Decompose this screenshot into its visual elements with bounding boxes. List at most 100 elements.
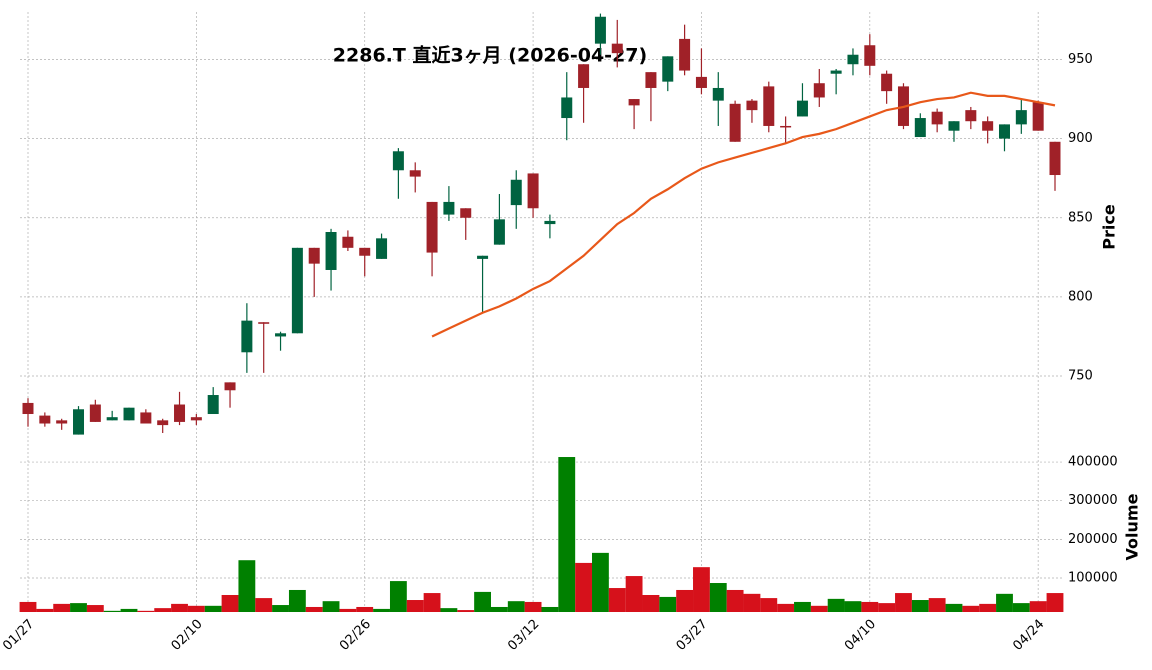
volume-bar [204, 605, 222, 612]
y-tick-label: 900 [1068, 131, 1093, 146]
volume-bar [36, 608, 54, 612]
candle-body [864, 45, 876, 66]
volume-bar [70, 603, 87, 612]
volume-bar [120, 608, 138, 612]
candle-body [291, 247, 303, 334]
volume-bar [356, 606, 374, 612]
volume-bar [558, 457, 576, 612]
candle-body [426, 201, 438, 253]
volume-bar [238, 560, 256, 612]
volume-bar [440, 608, 458, 612]
volume-bar [911, 600, 929, 612]
volume-bar [339, 608, 357, 612]
volume-bar [53, 603, 71, 612]
volume-bar [625, 576, 643, 612]
volume-bar [928, 598, 946, 612]
y-tick-label: 750 [1068, 369, 1093, 384]
chart-title: 2286.T 直近3ヶ月 (2026-04-27) [333, 44, 647, 67]
volume-bar [272, 605, 289, 612]
candle-body [948, 121, 960, 131]
candle-body [190, 417, 202, 421]
candle-body [763, 86, 775, 126]
y2-axis-label: Volume [1123, 493, 1142, 560]
volume-bar [945, 603, 963, 612]
candle-body [847, 54, 859, 65]
moving-average-line [431, 91, 1056, 338]
volume-bar [676, 589, 694, 612]
candle-body [561, 97, 573, 119]
candle-body [1032, 102, 1044, 131]
volume-bar [19, 601, 37, 612]
y-tick-label: 850 [1068, 210, 1093, 225]
x-tick-label: 03/12 [505, 617, 542, 654]
candle-body [510, 179, 522, 206]
volume-bar [709, 583, 727, 612]
x-tick-label: 04/10 [842, 617, 879, 654]
candle-body [207, 395, 219, 415]
candle-body [746, 100, 758, 111]
candle-body [645, 72, 657, 88]
volume-bar [288, 589, 306, 612]
x-tick-label: 01/27 [0, 617, 37, 654]
volume-bar [861, 601, 879, 612]
y-axis-label: Price [1100, 204, 1119, 250]
candle-body [224, 382, 236, 391]
candle-body [22, 402, 34, 415]
volume-bar [423, 593, 441, 612]
x-tick-label: 03/27 [674, 617, 711, 654]
candle-body [392, 151, 404, 171]
candle-body [1049, 141, 1061, 176]
volume-bar [996, 593, 1013, 612]
candle-body [578, 64, 590, 88]
candle-body [544, 220, 556, 225]
candle-body [73, 409, 85, 435]
volume-bar [187, 605, 205, 612]
candle-body [241, 320, 253, 353]
candle-body [157, 420, 169, 426]
volume-bar [777, 603, 795, 612]
candle-body [931, 111, 943, 125]
candle-body [695, 76, 707, 88]
volume-bar [794, 601, 811, 612]
y-tick-label: 950 [1068, 52, 1093, 67]
volume-bar [154, 608, 172, 612]
volume-bar [171, 603, 188, 612]
candle-body [325, 232, 337, 270]
candle-body [881, 73, 893, 92]
volume-bar [86, 605, 104, 612]
volume-bar [524, 601, 542, 612]
volume-bar [457, 610, 475, 612]
volume-bar [659, 596, 677, 612]
candle-body [359, 247, 371, 256]
candle-body [477, 255, 489, 259]
candle-body [258, 322, 270, 324]
volume-bar [541, 606, 559, 612]
candle-body [830, 70, 842, 74]
y-tick-label: 800 [1068, 289, 1093, 304]
candle-body [729, 103, 741, 142]
candle-body [56, 420, 68, 424]
volume-bar [743, 593, 761, 612]
volume-bar [373, 608, 390, 612]
volume-bar [507, 601, 525, 612]
volume-bar [844, 601, 862, 612]
volume-bar [322, 601, 340, 612]
volume-bar [305, 606, 323, 612]
volume-bar [608, 588, 626, 612]
candle-body [342, 236, 354, 248]
candle-body [611, 43, 623, 54]
candle-body [594, 16, 606, 44]
y2-tick-label: 300000 [1068, 493, 1118, 508]
candle-body [493, 219, 505, 245]
volume-bar [878, 603, 896, 612]
candle-body [123, 407, 135, 421]
x-tick-label: 02/10 [169, 617, 206, 654]
candle-body [39, 415, 51, 424]
volume-bar [760, 598, 778, 612]
candle-body [712, 87, 724, 101]
volume-bar [642, 594, 660, 612]
candle-body [460, 208, 472, 218]
volume-bar [137, 610, 155, 612]
grid-layer [20, 12, 1062, 612]
